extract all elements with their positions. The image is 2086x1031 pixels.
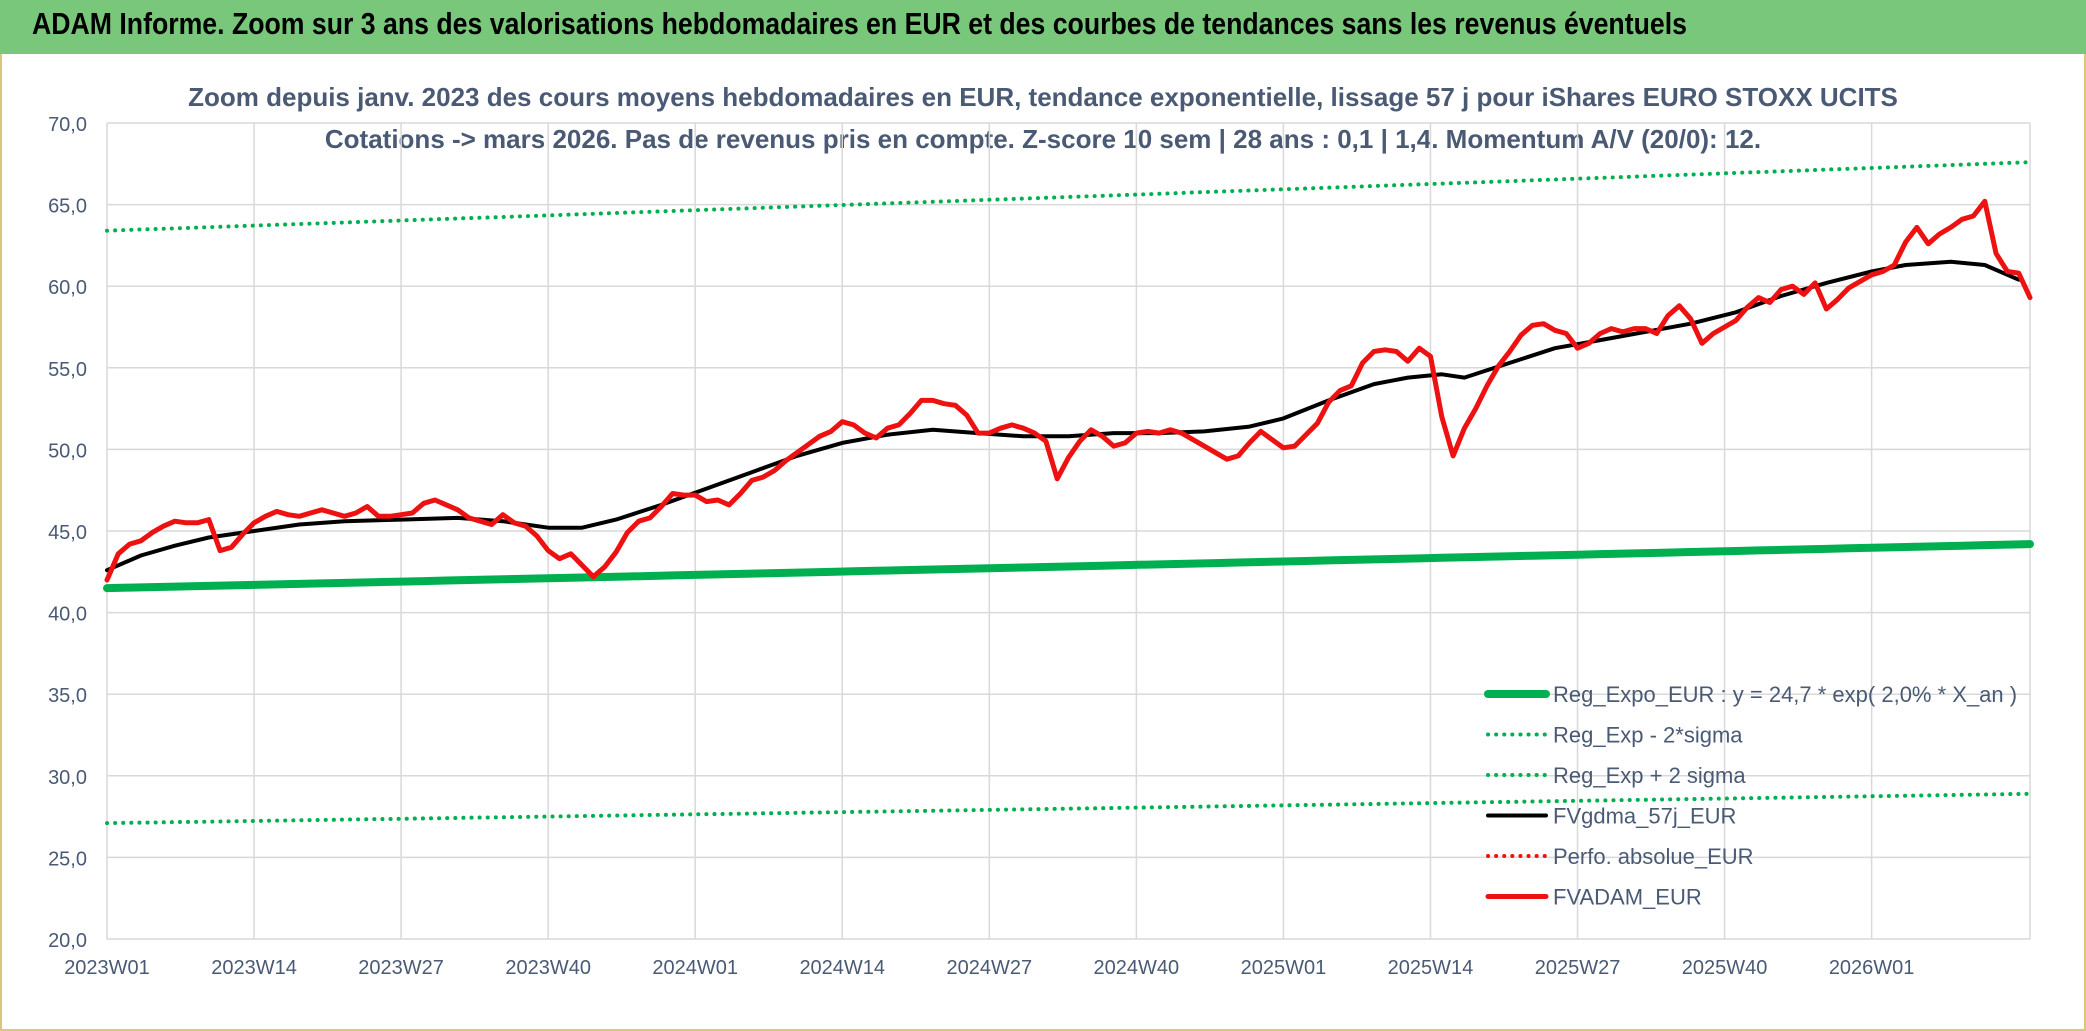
page-title: ADAM Informe. Zoom sur 3 ans des valoris… bbox=[32, 6, 1687, 41]
legend-label: Reg_Expo_EUR : y = 24,7 * exp( 2,0% * X_… bbox=[1553, 682, 2017, 707]
chart-subtitle: Cotations -> mars 2026. Pas de revenus p… bbox=[324, 124, 1762, 154]
legend-label: Reg_Exp - 2*sigma bbox=[1553, 723, 1743, 748]
y-tick-label: 60,0 bbox=[48, 277, 87, 299]
y-tick-label: 50,0 bbox=[48, 440, 87, 462]
fvgdma-line bbox=[105, 259, 2021, 573]
x-tick-label: 2024W40 bbox=[1094, 957, 1180, 979]
y-tick-label: 65,0 bbox=[48, 196, 87, 218]
x-tick-label: 2023W14 bbox=[211, 957, 297, 979]
x-tick-label: 2024W01 bbox=[652, 957, 738, 979]
legend-label: FVgdma_57j_EUR bbox=[1553, 804, 1736, 829]
y-tick-label: 45,0 bbox=[48, 522, 87, 544]
x-tick-label: 2025W14 bbox=[1388, 957, 1474, 979]
chart-title: Zoom depuis janv. 2023 des cours moyens … bbox=[188, 82, 1898, 112]
x-tick-label: 2025W27 bbox=[1535, 957, 1621, 979]
y-tick-label: 55,0 bbox=[48, 359, 87, 381]
header-bar: ADAM Informe. Zoom sur 3 ans des valoris… bbox=[0, 0, 2086, 54]
y-tick-label: 40,0 bbox=[48, 604, 87, 626]
legend-label: Perfo. absolue_EUR bbox=[1553, 844, 1754, 869]
legend-label: FVADAM_EUR bbox=[1553, 885, 1702, 910]
x-tick-label: 2023W01 bbox=[64, 957, 150, 979]
y-tick-label: 70,0 bbox=[48, 114, 87, 136]
legend-label: Reg_Exp + 2 sigma bbox=[1553, 763, 1746, 788]
y-tick-label: 20,0 bbox=[48, 930, 87, 952]
x-tick-label: 2023W27 bbox=[358, 957, 444, 979]
y-tick-label: 30,0 bbox=[48, 767, 87, 789]
fvadam-line bbox=[104, 198, 2033, 583]
x-tick-label: 2023W40 bbox=[505, 957, 591, 979]
x-tick-label: 2025W01 bbox=[1241, 957, 1327, 979]
reg-plus-2sigma-line bbox=[105, 160, 2032, 233]
reg-minus-2sigma-line bbox=[105, 791, 2032, 826]
y-tick-label: 35,0 bbox=[48, 685, 87, 707]
x-tick-label: 2024W14 bbox=[799, 957, 885, 979]
x-tick-label: 2024W27 bbox=[947, 957, 1033, 979]
reg-expo-line bbox=[103, 540, 2034, 593]
x-tick-label: 2026W01 bbox=[1829, 957, 1915, 979]
x-tick-label: 2025W40 bbox=[1682, 957, 1768, 979]
y-tick-label: 25,0 bbox=[48, 848, 87, 870]
